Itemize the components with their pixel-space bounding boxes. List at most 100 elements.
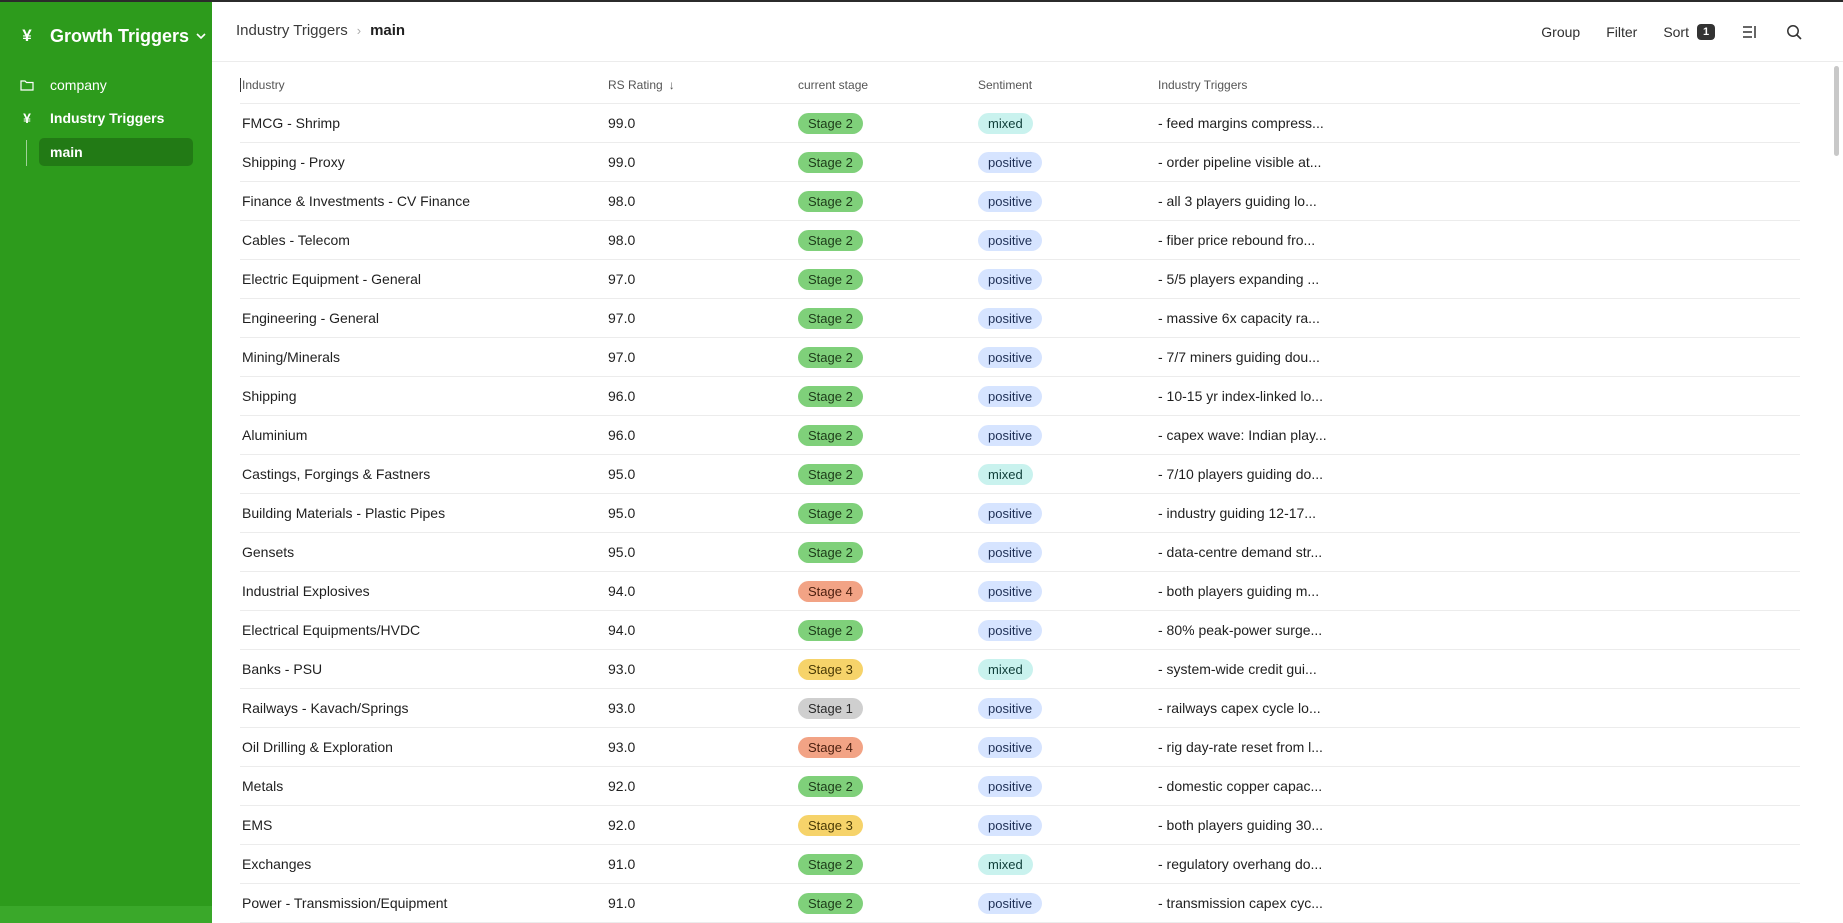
cell-sentiment[interactable]: positive [978,260,1043,298]
cell-rs-rating[interactable]: 96.0 [608,388,636,404]
cell-industry-triggers[interactable]: - fiber price rebound fro... [1158,232,1316,248]
cell-rs-rating[interactable]: 97.0 [608,310,636,326]
cell-industry[interactable]: Shipping - Proxy [242,154,345,170]
cell-current-stage[interactable]: Stage 2 [798,377,863,415]
cell-industry[interactable]: Mining/Minerals [242,349,341,365]
cell-current-stage[interactable]: Stage 2 [798,104,863,142]
cell-current-stage[interactable]: Stage 2 [798,416,863,454]
cell-industry[interactable]: Castings, Forgings & Fastners [242,466,431,482]
table-row[interactable]: Aluminium 96.0 Stage 2 positive - capex wave… [240,416,1800,455]
sidebar-item-industry-triggers[interactable]: ¥ Industry Triggers [20,107,164,129]
table-row[interactable]: Metals 92.0 Stage 2 positive - domestic copp… [240,767,1800,806]
cell-sentiment[interactable]: positive [978,728,1043,766]
cell-sentiment[interactable]: positive [978,533,1043,571]
cell-current-stage[interactable]: Stage 2 [798,494,863,532]
cell-rs-rating[interactable]: 97.0 [608,349,636,365]
cell-industry-triggers[interactable]: - domestic copper capac... [1158,778,1323,794]
cell-sentiment[interactable]: positive [978,884,1043,922]
cell-current-stage[interactable]: Stage 2 [798,455,863,493]
cell-rs-rating[interactable]: 92.0 [608,817,636,833]
cell-sentiment[interactable]: positive [978,221,1043,259]
cell-current-stage[interactable]: Stage 2 [798,260,863,298]
cell-sentiment[interactable]: positive [978,494,1043,532]
cell-rs-rating[interactable]: 93.0 [608,661,636,677]
table-row[interactable]: Cables - Telecom 98.0 Stage 2 positive - fib… [240,221,1800,260]
cell-industry[interactable]: Building Materials - Plastic Pipes [242,505,446,521]
cell-current-stage[interactable]: Stage 2 [798,533,863,571]
column-header-industry-triggers[interactable]: Industry Triggers [1158,77,1248,92]
group-button[interactable]: Group [1541,24,1581,40]
cell-industry[interactable]: Gensets [242,544,295,560]
column-header-sentiment[interactable]: Sentiment [978,77,1033,92]
cell-industry-triggers[interactable]: - massive 6x capacity ra... [1158,310,1320,326]
cell-rs-rating[interactable]: 95.0 [608,505,636,521]
cell-rs-rating[interactable]: 96.0 [608,427,636,443]
cell-sentiment[interactable]: positive [978,689,1043,727]
cell-industry[interactable]: Aluminium [242,427,308,443]
cell-rs-rating[interactable]: 93.0 [608,739,636,755]
cell-industry[interactable]: Power - Transmission/Equipment [242,895,448,911]
cell-industry[interactable]: Railways - Kavach/Springs [242,700,409,716]
sidebar-subitem-main[interactable]: main [39,138,193,166]
table-row[interactable]: Electric Equipment - General 97.0 Stage 2 p… [240,260,1800,299]
table-row[interactable]: Mining/Minerals 97.0 Stage 2 positive - 7/7 … [240,338,1800,377]
sort-button[interactable]: Sort 1 [1663,24,1715,40]
table-row[interactable]: Gensets 95.0 Stage 2 positive - data-centre … [240,533,1800,572]
cell-industry-triggers[interactable]: - 5/5 players expanding ... [1158,271,1320,287]
cell-industry[interactable]: Metals [242,778,284,794]
workspace-switcher[interactable]: ¥ Growth Triggers [20,24,207,48]
cell-current-stage[interactable]: Stage 2 [798,611,863,649]
cell-sentiment[interactable]: positive [978,572,1043,610]
cell-industry-triggers[interactable]: - capex wave: Indian play... [1158,427,1327,443]
search-icon[interactable] [1785,23,1803,41]
cell-industry[interactable]: FMCG - Shrimp [242,115,340,131]
cell-industry-triggers[interactable]: - both players guiding 30... [1158,817,1323,833]
cell-sentiment[interactable]: positive [978,377,1043,415]
cell-industry-triggers[interactable]: - regulatory overhang do... [1158,856,1323,872]
cell-sentiment[interactable]: mixed [978,104,1033,142]
cell-industry[interactable]: Exchanges [242,856,312,872]
cell-current-stage[interactable]: Stage 2 [798,221,863,259]
cell-industry-triggers[interactable]: - data-centre demand str... [1158,544,1323,560]
cell-current-stage[interactable]: Stage 3 [798,806,863,844]
column-header-industry[interactable]: Industry [242,77,285,92]
cell-rs-rating[interactable]: 92.0 [608,778,636,794]
cell-rs-rating[interactable]: 94.0 [608,622,636,638]
cell-rs-rating[interactable]: 95.0 [608,544,636,560]
cell-current-stage[interactable]: Stage 2 [798,884,863,922]
cell-industry-triggers[interactable]: - 80% peak-power surge... [1158,622,1323,638]
table-row[interactable]: Electrical Equipments/HVDC 94.0 Stage 2 pos… [240,611,1800,650]
table-row[interactable]: Finance & Investments - CV Finance 98.0 St… [240,182,1800,221]
cell-rs-rating[interactable]: 91.0 [608,895,636,911]
cell-industry[interactable]: Banks - PSU [242,661,323,677]
cell-industry[interactable]: Finance & Investments - CV Finance [242,193,470,209]
cell-current-stage[interactable]: Stage 2 [798,338,863,376]
cell-sentiment[interactable]: positive [978,416,1043,454]
cell-sentiment[interactable]: positive [978,143,1043,181]
cell-rs-rating[interactable]: 95.0 [608,466,636,482]
cell-industry-triggers[interactable]: - transmission capex cyc... [1158,895,1323,911]
table-row[interactable]: Power - Transmission/Equipment 91.0 Stage … [240,884,1800,923]
cell-sentiment[interactable]: positive [978,182,1043,220]
cell-rs-rating[interactable]: 98.0 [608,232,636,248]
table-row[interactable]: Railways - Kavach/Springs 93.0 Stage 1 posi… [240,689,1800,728]
table-row[interactable]: Banks - PSU 93.0 Stage 3 mixed - system-wide… [240,650,1800,689]
cell-industry-triggers[interactable]: - 10-15 yr index-linked lo... [1158,388,1323,404]
cell-rs-rating[interactable]: 99.0 [608,115,636,131]
cell-current-stage[interactable]: Stage 4 [798,572,863,610]
cell-industry-triggers[interactable]: - railways capex cycle lo... [1158,700,1321,716]
cell-industry-triggers[interactable]: - all 3 players guiding lo... [1158,193,1317,209]
cell-industry[interactable]: Electric Equipment - General [242,271,421,287]
cell-sentiment[interactable]: positive [978,299,1043,337]
cell-rs-rating[interactable]: 91.0 [608,856,636,872]
cell-sentiment[interactable]: positive [978,611,1043,649]
table-row[interactable]: EMS 92.0 Stage 3 positive - both players gui… [240,806,1800,845]
column-header-rs-rating[interactable]: RS Rating ↓ [608,66,675,103]
cell-industry-triggers[interactable]: - 7/7 miners guiding dou... [1158,349,1320,365]
table-row[interactable]: Building Materials - Plastic Pipes 95.0 St… [240,494,1800,533]
cell-industry[interactable]: Cables - Telecom [242,232,350,248]
vertical-scrollbar[interactable] [1834,66,1839,156]
cell-industry[interactable]: Oil Drilling & Exploration [242,739,393,755]
cell-sentiment[interactable]: mixed [978,650,1033,688]
cell-sentiment[interactable]: positive [978,767,1043,805]
